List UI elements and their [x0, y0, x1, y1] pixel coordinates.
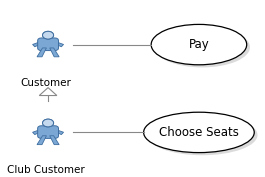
Polygon shape — [55, 41, 64, 47]
Polygon shape — [37, 48, 46, 57]
Polygon shape — [46, 127, 50, 128]
Text: Pay: Pay — [189, 38, 209, 51]
Polygon shape — [55, 129, 64, 135]
Polygon shape — [46, 39, 50, 41]
Polygon shape — [39, 88, 57, 96]
Text: Customer: Customer — [20, 79, 71, 88]
Circle shape — [43, 119, 54, 127]
Circle shape — [43, 119, 54, 127]
Ellipse shape — [147, 115, 258, 155]
Polygon shape — [37, 136, 46, 145]
Polygon shape — [33, 41, 41, 47]
Polygon shape — [50, 136, 59, 145]
Ellipse shape — [144, 112, 254, 153]
Text: Choose Seats: Choose Seats — [159, 126, 239, 139]
FancyBboxPatch shape — [38, 126, 59, 138]
Ellipse shape — [151, 24, 247, 65]
Circle shape — [43, 31, 54, 39]
FancyBboxPatch shape — [38, 38, 59, 51]
Polygon shape — [50, 48, 59, 57]
Ellipse shape — [154, 27, 250, 67]
Circle shape — [43, 31, 54, 39]
Text: Club Customer: Club Customer — [7, 165, 85, 175]
Polygon shape — [33, 129, 41, 135]
